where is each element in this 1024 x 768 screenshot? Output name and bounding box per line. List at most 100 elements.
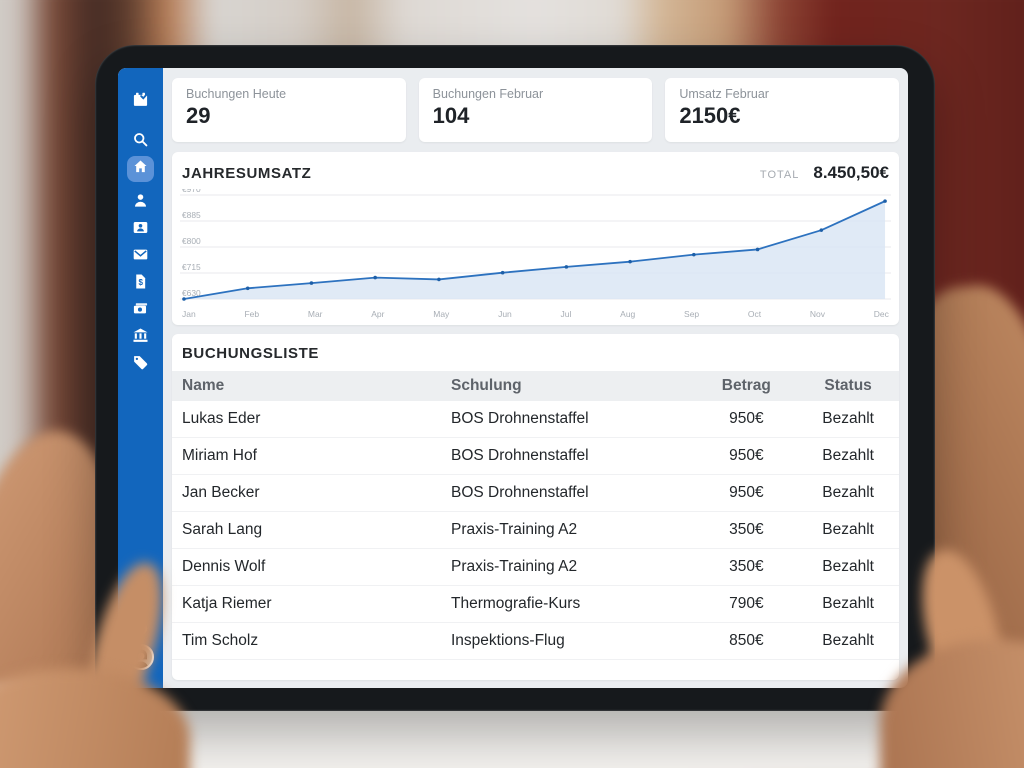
svg-text:$: $ xyxy=(138,277,143,286)
cell-schulung: Thermografie-Kurs xyxy=(441,585,696,623)
chart-x-tick: Dec xyxy=(873,309,889,319)
sidebar-item-bookings-logo[interactable] xyxy=(132,90,150,108)
dashboard-content: Buchungen Heute 29 Buchungen Februar 104… xyxy=(163,68,908,688)
svg-text:€630: €630 xyxy=(182,288,201,298)
chart-x-axis: Jan Feb Mar Apr May Jun Jul Aug Sep Oct Nov Dec xyxy=(180,307,891,320)
stat-value: 104 xyxy=(432,103,470,128)
column-header-name: Name xyxy=(172,371,441,401)
status-badge: Bezahlt xyxy=(797,401,899,438)
status-badge: Bezahlt xyxy=(797,622,899,660)
search-icon xyxy=(132,131,149,148)
tag-icon xyxy=(132,354,149,371)
cell-betrag: 850€ xyxy=(695,622,798,660)
svg-text:€715: €715 xyxy=(182,262,201,272)
status-badge: Bezahlt xyxy=(797,585,899,623)
sidebar-item-invoices[interactable]: $ xyxy=(132,272,150,290)
sidebar-item-mail[interactable] xyxy=(132,245,150,263)
cell-betrag: 950€ xyxy=(695,474,798,512)
cell-betrag: 350€ xyxy=(695,548,798,586)
sidebar-item-payments[interactable] xyxy=(132,299,150,317)
status-badge: Bezahlt xyxy=(797,511,899,549)
bookings-table: Name Schulung Betrag Status Lukas Eder B… xyxy=(172,371,899,660)
chart-x-tick: Nov xyxy=(809,309,826,319)
stat-value: 29 xyxy=(186,103,211,128)
column-header-status: Status xyxy=(797,371,899,401)
mail-icon xyxy=(132,246,149,263)
invoice-icon: $ xyxy=(132,273,149,290)
stat-label: Umsatz Februar xyxy=(679,87,769,101)
chart-title: JAHRESUMSATZ xyxy=(182,165,312,182)
stats-row: Buchungen Heute 29 Buchungen Februar 104… xyxy=(172,78,899,142)
bookings-panel: BUCHUNGSLISTE Name Schulung Betrag Statu… xyxy=(172,334,899,680)
calendar-check-icon xyxy=(132,91,149,108)
stat-value: 2150€ xyxy=(679,103,741,128)
cell-name: Tim Scholz xyxy=(172,622,441,660)
chart-canvas: €630 €715 €800 €885 €970 xyxy=(180,189,891,301)
sidebar-item-bank[interactable] xyxy=(132,326,150,344)
cell-schulung: BOS Drohnenstaffel xyxy=(441,474,696,512)
sidebar-item-contacts[interactable] xyxy=(132,218,150,236)
banknote-icon xyxy=(132,300,149,317)
home-icon xyxy=(133,159,148,179)
chart-x-tick: Aug xyxy=(620,309,636,319)
chart-x-tick: May xyxy=(433,309,450,319)
table-row[interactable]: Katja Riemer Thermografie-Kurs 790€ Beza… xyxy=(172,585,899,623)
cell-betrag: 950€ xyxy=(695,437,798,475)
chart-x-tick: Jul xyxy=(560,309,572,319)
table-row[interactable]: Dennis Wolf Praxis-Training A2 350€ Beza… xyxy=(172,548,899,586)
cell-schulung: BOS Drohnenstaffel xyxy=(441,437,696,475)
column-header-betrag: Betrag xyxy=(695,371,798,401)
stat-card-bookings-february: Buchungen Februar 104 xyxy=(418,78,653,142)
cell-betrag: 790€ xyxy=(695,585,798,623)
cell-name: Katja Riemer xyxy=(172,585,441,623)
sidebar-item-tags[interactable] xyxy=(132,353,150,371)
tablet-device: $ xyxy=(95,45,935,711)
app-screen: $ xyxy=(118,68,908,688)
stat-card-revenue-february: Umsatz Februar 2150€ xyxy=(665,78,899,142)
status-badge: Bezahlt xyxy=(797,437,899,475)
table-row[interactable]: Lukas Eder BOS Drohnenstaffel 950€ Bezah… xyxy=(172,401,899,438)
table-header-row: Name Schulung Betrag Status xyxy=(172,371,899,401)
cell-schulung: Praxis-Training A2 xyxy=(441,548,696,586)
cell-name: Miriam Hof xyxy=(172,437,441,475)
sidebar-item-home[interactable] xyxy=(127,156,154,182)
chart-x-tick: Sep xyxy=(684,309,700,319)
cell-schulung: Inspektions-Flug xyxy=(441,622,696,660)
svg-text:€885: €885 xyxy=(182,210,201,220)
annual-revenue-panel: JAHRESUMSATZ TOTAL 8.450,50€ €630 €715 €80… xyxy=(172,152,899,325)
chart-x-tick: Jun xyxy=(498,309,512,319)
chart-x-tick: Jan xyxy=(182,309,196,319)
total-value: 8.450,50€ xyxy=(813,163,889,182)
chart-x-tick: Oct xyxy=(747,309,762,319)
stat-label: Buchungen Februar xyxy=(432,87,544,101)
chart-total: TOTAL 8.450,50€ xyxy=(760,163,889,183)
chart-header: JAHRESUMSATZ TOTAL 8.450,50€ xyxy=(180,163,891,189)
cell-name: Dennis Wolf xyxy=(172,548,441,586)
table-row[interactable]: Sarah Lang Praxis-Training A2 350€ Bezah… xyxy=(172,511,899,549)
svg-text:€970: €970 xyxy=(182,189,201,194)
stat-label: Buchungen Heute xyxy=(186,87,287,101)
table-row[interactable]: Tim Scholz Inspektions-Flug 850€ Bezahlt xyxy=(172,622,899,660)
sidebar-item-customers[interactable] xyxy=(132,191,150,209)
table-row[interactable]: Jan Becker BOS Drohnenstaffel 950€ Bezah… xyxy=(172,474,899,512)
svg-text:€800: €800 xyxy=(182,236,201,246)
status-badge: Bezahlt xyxy=(797,548,899,586)
id-card-icon xyxy=(132,219,149,236)
sidebar-item-search[interactable] xyxy=(132,130,150,148)
chart-x-tick: Apr xyxy=(371,309,385,319)
cell-name: Lukas Eder xyxy=(172,401,441,438)
cell-schulung: BOS Drohnenstaffel xyxy=(441,401,696,438)
status-badge: Bezahlt xyxy=(797,474,899,512)
stat-card-bookings-today: Buchungen Heute 29 xyxy=(172,78,406,142)
revenue-area-chart: €630 €715 €800 €885 €970 xyxy=(180,189,891,307)
cell-name: Sarah Lang xyxy=(172,511,441,549)
chart-x-tick: Feb xyxy=(244,309,260,319)
person-icon xyxy=(132,192,149,209)
cell-schulung: Praxis-Training A2 xyxy=(441,511,696,549)
bookings-list-title: BUCHUNGSLISTE xyxy=(182,345,319,362)
table-row[interactable]: Miriam Hof BOS Drohnenstaffel 950€ Bezah… xyxy=(172,437,899,475)
chart-x-tick: Mar xyxy=(307,309,323,319)
cell-name: Jan Becker xyxy=(172,474,441,512)
column-header-schulung: Schulung xyxy=(441,371,696,401)
